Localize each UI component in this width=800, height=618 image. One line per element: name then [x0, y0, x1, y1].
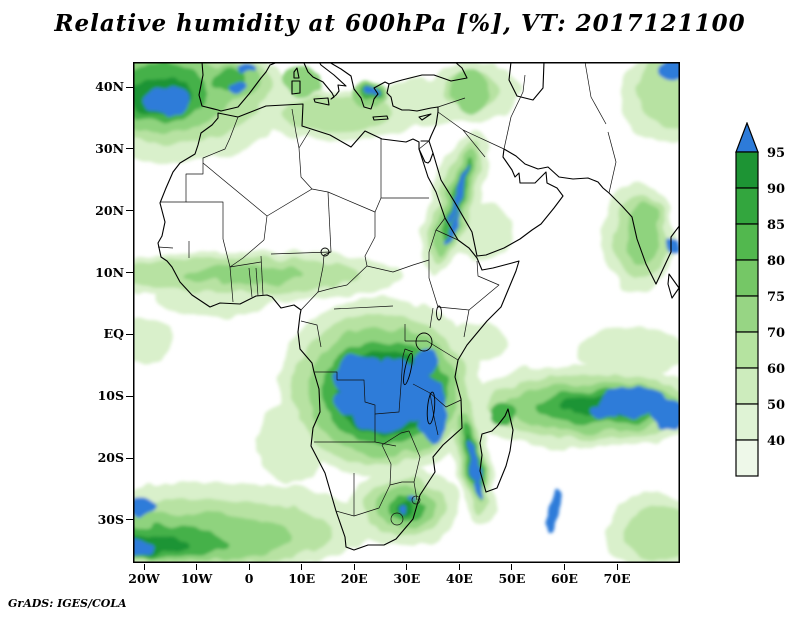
x-tick-label: 10E — [288, 571, 316, 586]
x-tick-label: 40E — [445, 571, 473, 586]
lake-malawi — [426, 391, 436, 425]
x-tick-label: 10W — [180, 571, 213, 586]
shade-above-95 — [115, 60, 688, 555]
coastlines — [157, 61, 681, 551]
coast-greece — [328, 61, 390, 110]
coast-corsica — [293, 67, 300, 79]
colorbar-tick-label: 75 — [767, 290, 785, 305]
colorbar-segment — [735, 367, 759, 405]
colorbar-segment — [735, 151, 759, 189]
x-tick-mark — [301, 564, 303, 570]
colorbar-tick-label: 85 — [767, 218, 785, 233]
lake-tanganyika — [403, 352, 413, 386]
y-tick-mark — [126, 272, 133, 274]
map-plot-svg — [53, 38, 707, 572]
y-tick-label: EQ — [103, 326, 124, 342]
colorbar-tick-label: 95 — [767, 146, 785, 161]
coast-italy — [288, 61, 347, 100]
lakes — [320, 247, 442, 425]
colorbar-tick-label: 50 — [767, 398, 785, 413]
coast-iran-india — [503, 148, 681, 285]
x-tick-label: 60E — [551, 571, 578, 586]
x-tick-label: 20E — [340, 571, 368, 586]
coast-sicily — [313, 97, 330, 106]
x-tick-mark — [248, 564, 250, 570]
y-tick-mark — [126, 395, 133, 397]
coast-sardinia — [291, 80, 301, 95]
x-tick-mark — [143, 564, 145, 570]
colorbar-segment — [735, 331, 759, 369]
colorbar-tick-label: 90 — [767, 182, 785, 197]
map-frame — [133, 62, 680, 563]
x-tick-label: 70E — [603, 571, 631, 586]
y-tick-label: 10S — [97, 388, 124, 404]
colorbar-segment — [735, 295, 759, 333]
colorbar-tick-label: 40 — [767, 434, 785, 449]
coast-madagascar — [479, 408, 514, 493]
y-tick-mark — [126, 210, 133, 212]
coast-srilanka — [667, 273, 680, 299]
y-tick-mark — [126, 148, 133, 150]
colorbar-segment — [735, 403, 759, 441]
attribution: GrADS: IGES/COLA — [8, 597, 127, 610]
x-tick-mark — [616, 564, 618, 570]
y-tick-label: 30N — [95, 140, 124, 156]
x-tick-mark — [563, 564, 565, 570]
coast-caspian — [508, 61, 545, 101]
coast-levant-turkey — [386, 61, 468, 142]
y-tick-label: 10N — [95, 264, 124, 280]
y-tick-mark — [126, 333, 133, 335]
y-tick-mark — [126, 86, 133, 88]
colorbar-segment — [735, 122, 759, 153]
coast-crete — [372, 115, 389, 121]
x-tick-label: 20W — [128, 571, 160, 586]
y-tick-label: 20N — [95, 202, 124, 218]
x-tick-mark — [511, 564, 513, 570]
lake-chad — [320, 247, 330, 257]
colorbar-svg: 95 90 85 80 75 70 60 50 40 — [735, 122, 785, 477]
x-tick-mark — [196, 564, 198, 570]
y-tick-mark — [126, 457, 133, 459]
coast-iberia — [198, 61, 279, 112]
lake-victoria — [415, 332, 433, 352]
colorbar-tick-label: 60 — [767, 362, 785, 377]
colorbar-tick-label: 70 — [767, 326, 785, 341]
y-tick-mark — [126, 519, 133, 521]
map-area — [53, 38, 707, 572]
x-tick-mark — [458, 564, 460, 570]
page-title: Relative humidity at 600hPa [%], VT: 201… — [54, 10, 746, 37]
x-tick-mark — [406, 564, 408, 570]
x-tick-label: 30E — [393, 571, 421, 586]
colorbar-segment — [735, 439, 759, 477]
colorbar-tick-label: 80 — [767, 254, 785, 269]
coast-sinai — [418, 140, 434, 164]
coast-arabia — [432, 148, 564, 257]
y-tick-label: 30S — [97, 511, 124, 527]
x-tick-mark — [353, 564, 355, 570]
colorbar-segment — [735, 187, 759, 225]
x-tick-label: 0 — [244, 571, 254, 586]
x-tick-label: 50E — [498, 571, 526, 586]
colorbar-segment — [735, 223, 759, 261]
coast-africa — [157, 103, 520, 551]
y-tick-label: 40N — [95, 79, 124, 94]
country-borders — [157, 61, 617, 526]
colorbar-segment — [735, 259, 759, 297]
coast-cyprus — [418, 113, 432, 121]
lake-turkana — [436, 305, 442, 321]
y-tick-label: 20S — [97, 450, 124, 466]
